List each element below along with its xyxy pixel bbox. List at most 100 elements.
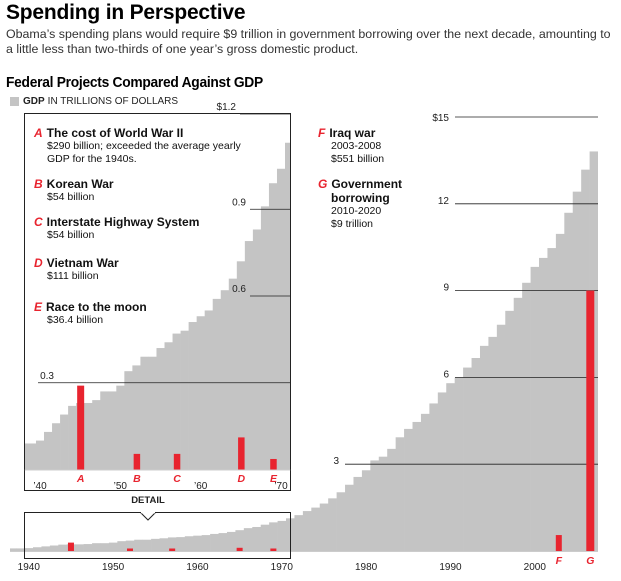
annotation-letter: F <box>318 126 326 140</box>
gdp-bar-1953 <box>134 539 143 551</box>
gdp-bar-1951 <box>117 541 127 551</box>
gdp-bar-1992 <box>463 367 472 551</box>
gdp-bar-2003 <box>555 233 565 551</box>
annotation-letter: G <box>318 177 328 191</box>
annotation-detail: $290 billion; exceeded the average yearl… <box>47 140 241 152</box>
gdp-bar-2005 <box>572 191 582 551</box>
gdp-bar-1978 <box>345 484 354 551</box>
detail-project-bar-A <box>77 385 85 470</box>
annotation-detail: GDP for the 1940s. <box>47 153 137 165</box>
annotation-title: The cost of World War II <box>46 126 184 140</box>
gdp-bar-1999 <box>522 282 531 551</box>
detail-gdp-bar-1967 <box>252 229 262 470</box>
project-bar-G <box>586 290 595 551</box>
detail-y-tick-label: 0.3 <box>40 371 54 382</box>
gdp-bar-1960 <box>193 535 202 551</box>
gdp-bar-1958 <box>176 537 186 551</box>
gdp-bar-2002 <box>547 248 557 551</box>
detail-x-tick-label: ’50 <box>114 481 128 492</box>
detail-gdp-bar-1938 <box>25 443 29 470</box>
main-gdp-bars <box>10 151 598 551</box>
gdp-bar-1973 <box>302 511 312 551</box>
gdp-bar-1942 <box>41 546 51 551</box>
gdp-bar-1948 <box>92 543 101 551</box>
gdp-bar-1957 <box>167 537 177 551</box>
detail-gdp-bar-1951 <box>124 371 133 470</box>
main-y-tick-label: 6 <box>443 369 449 380</box>
detail-x-tick-label: ’40 <box>33 481 47 492</box>
gdp-bar-1959 <box>184 536 194 551</box>
detail-project-bar-E <box>270 458 277 470</box>
annotation-letter: B <box>34 177 43 191</box>
main-y-tick-label: 3 <box>333 456 339 467</box>
main-x-tick-label: 1970 <box>271 562 294 573</box>
detail-x-tick-label: ’60 <box>194 481 208 492</box>
gdp-bar-1997 <box>505 310 515 551</box>
project-label-F: F <box>556 555 563 567</box>
detail-gdp-bar-1946 <box>84 402 93 470</box>
page-subtitle: Obama’s spending plans would require $9 … <box>6 27 611 56</box>
annotation-letter: C <box>34 215 43 229</box>
detail-gdp-bar-1943 <box>60 414 69 470</box>
detail-gdp-bar-1940 <box>35 440 45 470</box>
project-bar-A <box>67 542 74 551</box>
annotation-D: D Vietnam War $111 billion <box>34 256 119 283</box>
main-x-tick-label: 1940 <box>18 562 41 573</box>
annotation-name: D Vietnam War <box>34 256 119 270</box>
gdp-bar-2004 <box>564 212 574 551</box>
gdp-bar-1998 <box>513 297 523 551</box>
project-bar-F <box>555 535 562 551</box>
gdp-bar-1984 <box>395 437 405 551</box>
detail-project-label-C: C <box>173 473 181 485</box>
detail-gdp-bar-1956 <box>164 342 173 470</box>
annotation-G: G Government borrowing 2010-2020 $9 trillio… <box>318 177 408 231</box>
gdp-bar-1981 <box>370 460 380 551</box>
detail-gdp-bar-1944 <box>68 405 77 470</box>
gdp-bar-1965 <box>235 530 245 551</box>
gdp-bar-1976 <box>328 498 337 551</box>
detail-gdp-bar-1948 <box>100 391 109 470</box>
gdp-bar-1938 <box>10 548 17 551</box>
legend-swatch-gdp <box>10 97 19 106</box>
annotation-detail: 2003-2008 <box>331 140 382 152</box>
detail-pointer <box>140 512 156 521</box>
gdp-bar-1956 <box>159 538 169 551</box>
gdp-bar-1944 <box>58 544 68 551</box>
gdp-bar-1974 <box>311 507 321 551</box>
gdp-bar-2006 <box>581 169 590 551</box>
project-bar-B <box>127 548 133 551</box>
annotation-title: Government borrowing <box>331 177 403 205</box>
gdp-bar-1995 <box>488 336 498 551</box>
annotation-detail: $36.4 billion <box>47 314 104 326</box>
annotation-detail: 2010-2020 <box>331 205 382 217</box>
annotation-title: Iraq war <box>329 126 376 140</box>
annotation-title: Interstate Highway System <box>46 215 200 229</box>
annotation-detail: $111 billion <box>47 270 99 282</box>
gdp-bar-1979 <box>353 476 363 551</box>
detail-gdp-bar-1970 <box>276 168 286 470</box>
main-x-tick-label: 1960 <box>186 562 209 573</box>
annotation-letter: A <box>34 126 43 140</box>
detail-y-tick-label: $1.2 <box>217 102 237 113</box>
annotation-name: C Interstate Highway System <box>34 215 199 229</box>
gdp-bar-1985 <box>404 428 413 551</box>
gdp-bar-1941 <box>33 547 42 551</box>
annotation-C: C Interstate Highway System $54 billion <box>34 215 199 242</box>
gdp-bar-1950 <box>108 542 118 551</box>
chart-title: Federal Projects Compared Against GDP <box>6 74 263 91</box>
gdp-bar-1990 <box>446 383 455 551</box>
gdp-bar-1952 <box>125 540 135 551</box>
gdp-bar-1968 <box>260 524 270 551</box>
gdp-bar-1949 <box>100 543 110 551</box>
detail-gdp-bar-1969 <box>268 183 278 470</box>
detail-gdp-bar-1950 <box>116 385 125 470</box>
annotation-name: G Government borrowing <box>318 177 408 205</box>
annotation-detail: $54 billion <box>47 229 95 241</box>
detail-gdp-bar-1971 <box>285 142 290 470</box>
detail-gdp-bar-1964 <box>228 278 238 470</box>
gdp-bar-1975 <box>319 503 329 551</box>
gdp-bar-1977 <box>336 492 346 551</box>
gdp-bar-1947 <box>83 544 93 551</box>
detail-gdp-bar-1962 <box>212 298 222 470</box>
annotation-F: F Iraq war 2003-2008 $551 billion <box>318 126 384 166</box>
